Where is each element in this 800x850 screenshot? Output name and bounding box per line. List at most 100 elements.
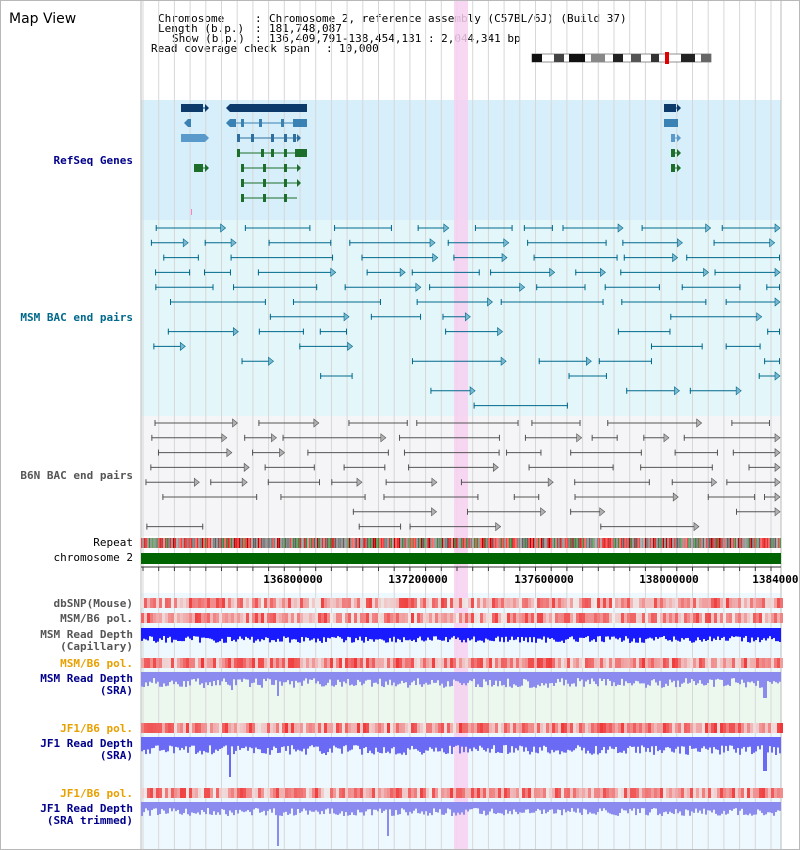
repeat-element <box>158 538 160 548</box>
depth-bar <box>725 737 727 746</box>
heatmap-cell <box>711 658 714 668</box>
heatmap-cell <box>552 658 555 668</box>
depth-bar <box>643 737 645 748</box>
depth-bar <box>173 628 175 640</box>
depth-bar <box>599 802 601 809</box>
chromosome-ideogram[interactable] <box>531 52 712 64</box>
track-label-msm-b6-pol-1[interactable]: MSM/B6 pol. <box>60 612 133 625</box>
depth-bar <box>569 672 571 687</box>
repeat-element <box>301 538 303 548</box>
heatmap-cell <box>672 788 675 798</box>
depth-bar <box>335 672 337 685</box>
heatmap-cell <box>732 788 735 798</box>
heatmap-cell <box>285 598 288 608</box>
heatmap-cell <box>555 723 558 733</box>
heatmap-cell <box>693 723 696 733</box>
heatmap-cell <box>507 788 510 798</box>
heatmap-cell <box>759 598 762 608</box>
heatmap-cell <box>330 658 333 668</box>
heatmap-cell <box>615 658 618 668</box>
track-label-b6n-bac[interactable]: B6N BAC end pairs <box>20 469 133 482</box>
depth-bar <box>279 628 281 642</box>
heatmap-cell <box>171 613 174 623</box>
depth-bar <box>227 628 229 637</box>
depth-bar <box>185 802 187 809</box>
track-label-msm-bac[interactable]: MSM BAC end pairs <box>20 311 133 324</box>
depth-bar <box>255 628 257 641</box>
heatmap-cell <box>243 658 246 668</box>
msm-bac-end-pairs[interactable] <box>150 223 781 409</box>
ideogram-band <box>554 54 564 62</box>
heatmap-cell <box>375 788 378 798</box>
track-label-dbsnp[interactable]: dbSNP(Mouse) <box>53 597 133 610</box>
heatmap-cell <box>348 788 351 798</box>
heatmap-cell <box>240 658 243 668</box>
heatmap-cell <box>765 658 768 668</box>
repeat-element <box>710 538 712 548</box>
bac-end <box>320 373 322 379</box>
depth-bar <box>409 628 411 640</box>
depth-bar <box>419 628 421 637</box>
depth-bar <box>589 672 591 685</box>
depth-bar <box>389 802 391 810</box>
heatmap-cell <box>480 613 483 623</box>
heatmap-cell <box>411 658 414 668</box>
depth-bar <box>637 737 639 747</box>
track-label-msm-read-depth-capillary[interactable]: MSM Read Depth (Capillary) <box>40 628 133 653</box>
heatmap-cell <box>396 658 399 668</box>
heatmap-cell <box>450 658 453 668</box>
track-label-jf1-b6-pol-1[interactable]: JF1/B6 pol. <box>60 722 133 735</box>
refseq-genes[interactable] <box>181 104 681 215</box>
depth-bar <box>265 628 267 638</box>
track-label-jf1-read-depth-sra[interactable]: JF1 Read Depth (SRA) <box>40 737 133 762</box>
repeat-element <box>545 538 548 548</box>
depth-bar <box>705 802 707 815</box>
bac-end <box>538 494 540 500</box>
bac-end <box>538 358 540 365</box>
depth-bar <box>565 672 567 680</box>
track-label-msm-read-depth-sra[interactable]: MSM Read Depth (SRA) <box>40 672 133 697</box>
chromosome-label: Chromosome <box>158 12 225 25</box>
repeat-element <box>275 538 277 548</box>
depth-bar <box>561 628 563 641</box>
heatmap-cell <box>603 788 606 798</box>
heatmap-cell <box>726 788 729 798</box>
heatmap-cell <box>228 613 231 623</box>
heatmap-cell <box>735 613 738 623</box>
depth-bar <box>405 672 407 683</box>
heatmap-cell <box>372 723 375 733</box>
depth-bar <box>313 802 315 812</box>
depth-bar <box>719 737 721 755</box>
repeat-element <box>638 538 640 548</box>
track-label-msm-b6-pol-2[interactable]: MSM/B6 pol. <box>60 657 133 670</box>
depth-bar <box>459 672 461 683</box>
bac-end-arrow <box>497 326 503 337</box>
heatmap-cell <box>738 598 741 608</box>
b6n-bac-end-pairs[interactable] <box>145 418 781 532</box>
depth-bar <box>259 737 261 750</box>
track-label-refseq[interactable]: RefSeq Genes <box>53 154 133 167</box>
heatmap-cell <box>213 723 216 733</box>
depth-bar <box>283 737 285 747</box>
heatmap-cell <box>297 788 300 798</box>
depth-bar <box>561 672 563 679</box>
repeat-element <box>253 538 255 548</box>
heatmap-cell <box>351 658 354 668</box>
heatmap-cell <box>564 723 567 733</box>
repeat-element <box>475 538 477 548</box>
bac-end <box>460 479 462 486</box>
heatmap-cell <box>273 658 276 668</box>
heatmap-cell <box>690 598 693 608</box>
heatmap-cell <box>384 598 387 608</box>
bac-end <box>531 420 533 426</box>
depth-bar <box>189 672 191 686</box>
track-label-jf1-b6-pol-2[interactable]: JF1/B6 pol. <box>60 787 133 800</box>
track-label-repeat: Repeat <box>93 536 133 549</box>
track-label-jf1-read-depth-trimmed[interactable]: JF1 Read Depth (SRA trimmed) <box>40 802 133 827</box>
depth-bar <box>505 672 507 688</box>
heatmap-cell <box>744 613 747 623</box>
bac-end-arrow <box>549 267 556 278</box>
bac-end-arrow <box>182 238 189 248</box>
depth-bar <box>779 628 781 642</box>
